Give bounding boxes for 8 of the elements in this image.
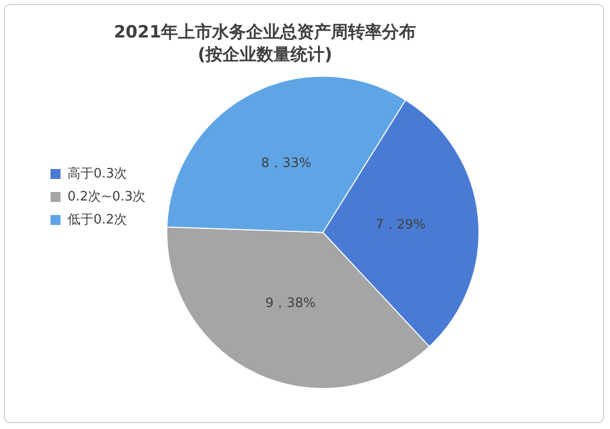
legend-label: 高于0.3次 (68, 165, 128, 182)
legend-label: 低于0.2次 (68, 212, 128, 228)
data-label: 8，33% (261, 156, 312, 171)
data-label: 9，38% (265, 296, 316, 311)
chart-subtitle: (按企业数量统计) (198, 45, 332, 66)
chart-title: 2021年上市水务企业总资产周转率分布 (114, 22, 416, 43)
legend-label: 0.2次~0.3次 (68, 189, 146, 204)
data-label: 7，29% (375, 217, 426, 232)
